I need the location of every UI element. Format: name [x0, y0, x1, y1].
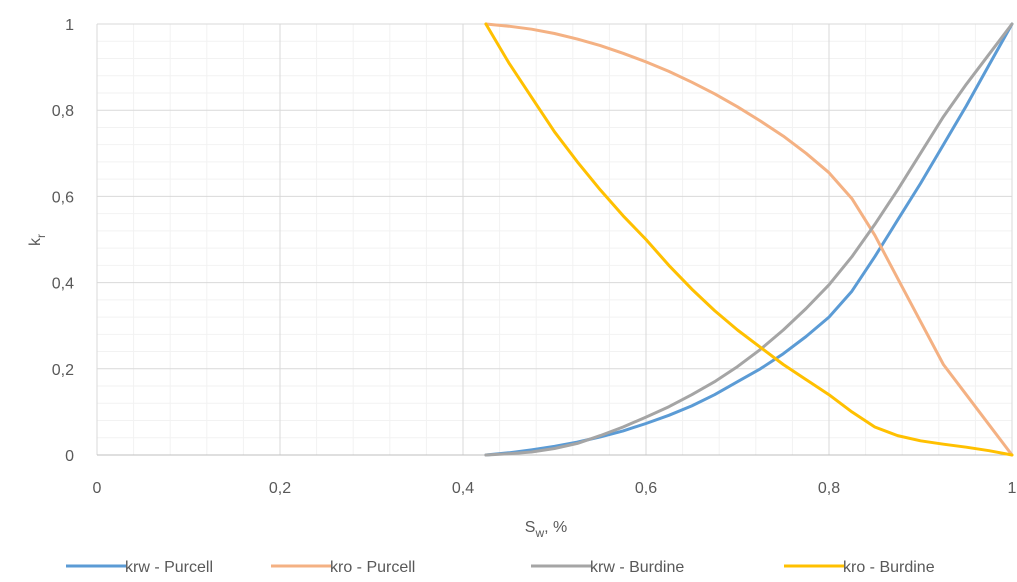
x-tick-labels: 0 0,2 0,4 0,6 0,8 1 — [93, 480, 1017, 497]
x-tick-label: 0,4 — [452, 480, 474, 497]
series-line-4 — [484, 22, 1014, 457]
legend: krw - Purcell kro - Purcell krw - Burdine k… — [66, 559, 935, 576]
minor-gridlines — [97, 24, 1012, 455]
y-tick-labels: 0 0,2 0,4 0,6 0,8 1 — [52, 17, 74, 465]
y-tick-label: 1 — [65, 17, 74, 34]
x-tick-label: 0,8 — [818, 480, 840, 497]
x-tick-label: 1 — [1008, 480, 1017, 497]
y-tick-label: 0 — [65, 448, 74, 465]
x-axis-title: Sw, % — [525, 519, 567, 540]
x-tick-label: 0,6 — [635, 480, 657, 497]
x-tick-label: 0,2 — [269, 480, 291, 497]
y-tick-label: 0,6 — [52, 189, 74, 206]
series-lines — [484, 22, 1014, 457]
legend-label-3: krw - Burdine — [590, 559, 684, 576]
series-line-3 — [484, 22, 1014, 457]
y-tick-label: 0,8 — [52, 103, 74, 120]
series-line-1 — [484, 22, 1014, 457]
x-tick-label: 0 — [93, 480, 102, 497]
legend-label-2: kro - Purcell — [330, 559, 415, 576]
y-tick-label: 0,2 — [52, 362, 74, 379]
y-tick-label: 0,4 — [52, 276, 74, 293]
legend-label-4: kro - Burdine — [843, 559, 935, 576]
major-gridlines — [96, 23, 1013, 456]
y-axis-title: kr — [27, 234, 48, 246]
series-line-2 — [484, 22, 1014, 457]
legend-label-1: krw - Purcell — [125, 559, 213, 576]
